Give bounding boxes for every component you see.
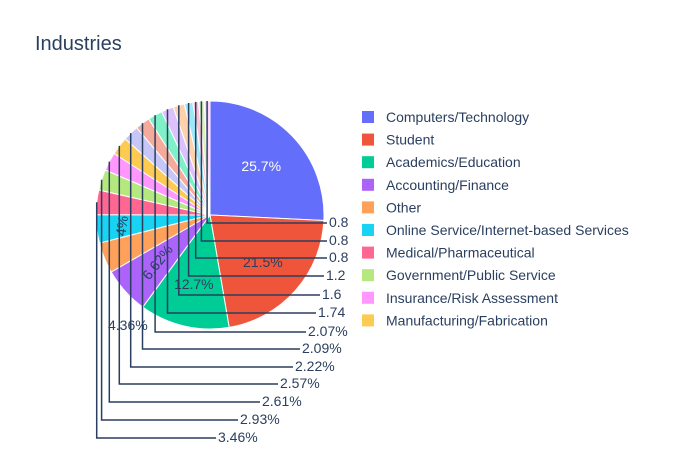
slice-label-connector bbox=[187, 103, 324, 277]
legend-swatch bbox=[362, 133, 374, 146]
legend-label: Medical/Pharmaceutical bbox=[386, 245, 535, 261]
slice-label: 1.6 bbox=[322, 286, 342, 302]
slice-label: 2.09% bbox=[302, 340, 342, 356]
slice-label-connector bbox=[166, 109, 316, 314]
legend-item[interactable]: Manufacturing/Fabrication bbox=[362, 312, 548, 328]
slice-label: 2.61% bbox=[262, 393, 302, 409]
slice-label: 2.93% bbox=[240, 411, 280, 427]
legend-label: Online Service/Internet-based Services bbox=[386, 222, 629, 238]
legend-swatch bbox=[362, 201, 374, 214]
slice-label: 4% bbox=[112, 215, 131, 237]
pie-slice[interactable] bbox=[209, 100, 325, 221]
slice-label: 2.07% bbox=[308, 323, 348, 339]
pie-slice[interactable] bbox=[142, 213, 230, 330]
legend-item[interactable]: Medical/Pharmaceutical bbox=[362, 245, 535, 261]
legend-item[interactable]: Online Service/Internet-based Services bbox=[362, 222, 629, 238]
slice-label-connector bbox=[154, 115, 306, 333]
plot-area-clip bbox=[348, 80, 360, 280]
legend-swatch bbox=[362, 156, 374, 169]
legend-item[interactable]: Accounting/Finance bbox=[362, 177, 509, 193]
slice-label: 4.36% bbox=[108, 317, 148, 333]
slice-label: 0.8 bbox=[329, 232, 349, 248]
chart-title: Industries bbox=[35, 33, 122, 55]
legend-item[interactable]: Government/Public Service bbox=[362, 267, 556, 283]
slice-label: 21.5% bbox=[243, 254, 283, 270]
slice-label-connector bbox=[206, 101, 327, 224]
legend-item[interactable]: Insurance/Risk Assessment bbox=[362, 290, 558, 306]
legend: Computers/Technology Student Academics/Edu… bbox=[362, 109, 629, 328]
slice-label: 1.2 bbox=[326, 267, 346, 283]
slice-label-connector bbox=[178, 105, 320, 296]
legend-label: Manufacturing/Fabrication bbox=[386, 312, 548, 328]
legend-item[interactable]: Student bbox=[362, 132, 434, 148]
slice-label: 0.8 bbox=[329, 214, 349, 230]
legend-label: Accounting/Finance bbox=[386, 177, 509, 193]
slice-label: 3.46% bbox=[218, 429, 258, 445]
legend-label: Government/Public Service bbox=[386, 267, 556, 283]
legend-item[interactable]: Academics/Education bbox=[362, 154, 521, 170]
slice-label: 2.22% bbox=[295, 358, 335, 374]
pie-slice[interactable] bbox=[209, 214, 325, 328]
legend-label: Computers/Technology bbox=[386, 109, 529, 125]
slice-label-connector bbox=[108, 161, 260, 403]
legend-swatch bbox=[362, 269, 374, 282]
legend-label: Student bbox=[386, 132, 434, 148]
legend-swatch bbox=[362, 291, 374, 304]
legend-label: Other bbox=[386, 199, 421, 215]
slice-label: 1.74 bbox=[318, 304, 345, 320]
legend-item[interactable]: Computers/Technology bbox=[362, 109, 529, 125]
legend-swatch bbox=[362, 178, 374, 191]
slice-label-connector bbox=[95, 202, 216, 439]
slice-label-connector bbox=[194, 101, 327, 259]
legend-swatch bbox=[362, 314, 374, 327]
slice-label: 25.7% bbox=[241, 158, 281, 174]
slice-label: 2.57% bbox=[280, 375, 320, 391]
legend-swatch bbox=[362, 111, 374, 123]
legend-item[interactable]: Other bbox=[362, 199, 421, 215]
slice-label-connector bbox=[129, 133, 293, 368]
legend-swatch bbox=[362, 224, 374, 236]
slice-label: 12.7% bbox=[174, 276, 214, 292]
slice-label-connector bbox=[200, 101, 327, 242]
legend-label: Academics/Education bbox=[386, 154, 521, 170]
slice-label-connector bbox=[141, 123, 300, 350]
slice-label: 0.8 bbox=[329, 249, 349, 265]
slice-label-connector bbox=[100, 179, 238, 421]
legend-swatch bbox=[362, 246, 374, 259]
slice-label-connector bbox=[118, 145, 278, 385]
legend-label: Insurance/Risk Assessment bbox=[386, 290, 558, 306]
